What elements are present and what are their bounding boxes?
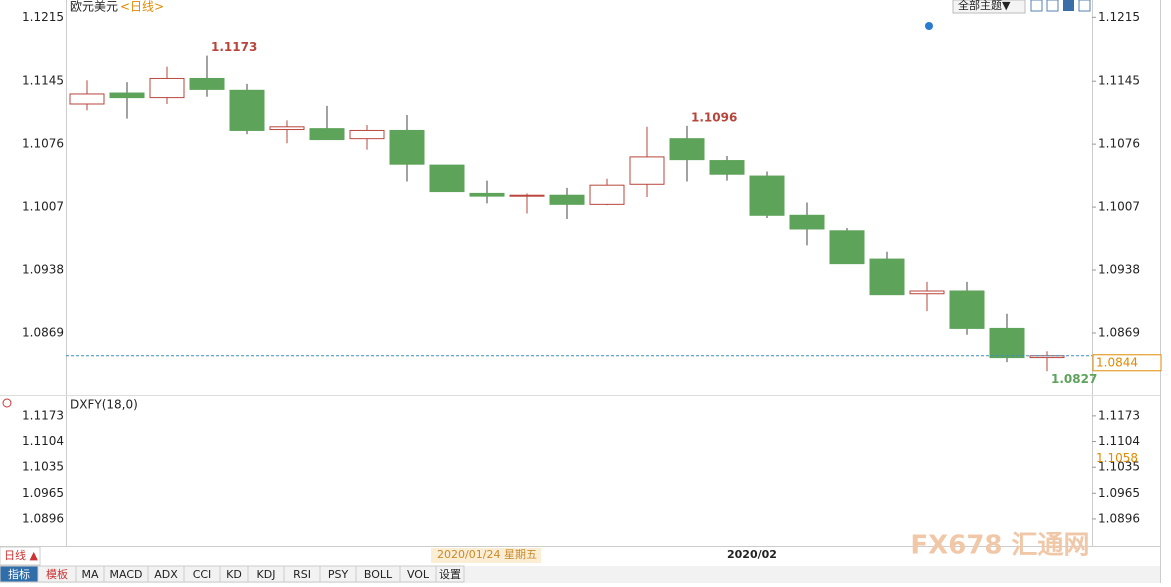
tab[interactable]: ADX: [154, 568, 178, 581]
y-tick-label-right: 1.1007: [1098, 200, 1140, 214]
indicator-tick-label-right: 1.1173: [1098, 408, 1140, 422]
candle-body: [789, 214, 825, 230]
tab[interactable]: KD: [226, 568, 242, 581]
tool-icon[interactable]: [1063, 0, 1074, 11]
indicator-tick-label: 1.1104: [22, 434, 64, 448]
high-label: 1.1096: [691, 110, 737, 124]
candle-body: [149, 77, 185, 99]
tab[interactable]: MA: [81, 568, 98, 581]
y-tick-label: 1.1145: [22, 74, 64, 88]
tab[interactable]: 模板: [46, 567, 68, 581]
indicator-tick-label: 1.0965: [22, 486, 64, 500]
watermark: FX678 汇通网: [910, 531, 1089, 561]
candle-body: [709, 160, 745, 175]
indicator-tick-label: 1.1035: [22, 460, 64, 474]
indicator-tick-label: 1.1173: [22, 408, 64, 422]
candle-body: [309, 128, 345, 141]
tool-icon[interactable]: [1030, 0, 1043, 12]
y-tick-label-right: 1.1076: [1098, 137, 1140, 151]
y-tick-label: 1.1007: [22, 200, 64, 214]
tab[interactable]: 日线 ▲: [4, 548, 38, 562]
last-price-box: [1092, 354, 1162, 372]
candle-body: [69, 93, 105, 105]
candle-body: [589, 184, 625, 205]
y-tick-label: 1.0869: [22, 325, 64, 339]
candle-body: [989, 327, 1025, 359]
y-tick-label-right: 1.1145: [1098, 74, 1140, 88]
candle-body: [949, 290, 985, 329]
date-highlight: [431, 548, 541, 563]
settings-icon[interactable]: [2, 398, 12, 408]
marker-dot: [925, 22, 933, 30]
candle-body: [469, 192, 505, 197]
tab[interactable]: VOL: [407, 568, 430, 581]
candle-body: [869, 258, 905, 296]
tab[interactable]: KDJ: [257, 568, 276, 581]
candle-body: [549, 194, 585, 205]
last-price-label: 1.0844: [1096, 355, 1138, 369]
candle-body: [429, 164, 465, 193]
tab[interactable]: MACD: [110, 568, 143, 581]
x-tick-label: 2020/01/24 星期五: [437, 548, 537, 561]
candle-body: [109, 92, 145, 99]
theme-button[interactable]: 全部主题▼: [958, 0, 1011, 12]
y-tick-label-right: 1.1215: [1098, 10, 1140, 24]
candle-body: [349, 129, 385, 140]
tab[interactable]: CCI: [193, 568, 212, 581]
candle-body: [389, 129, 425, 165]
period-label[interactable]: <日线>: [120, 0, 164, 14]
y-tick-label: 1.1215: [22, 10, 64, 24]
candle-body: [829, 230, 865, 265]
tab[interactable]: BOLL: [364, 568, 393, 581]
candle-body: [509, 194, 545, 197]
tool-icon[interactable]: [1046, 0, 1059, 12]
candle-body: [229, 89, 265, 131]
indicator-tick-label: 1.0896: [22, 511, 64, 525]
tab[interactable]: PSY: [328, 568, 349, 581]
low-label: 1.0827: [1051, 372, 1097, 386]
tab[interactable]: 设置: [439, 568, 461, 581]
indicator-tick-label-right: 1.1035: [1098, 460, 1140, 474]
indicator-tick-label-right: 1.0965: [1098, 486, 1140, 500]
candle-body: [629, 156, 665, 185]
tab[interactable]: RSI: [293, 568, 311, 581]
period-tab-bg: [0, 546, 41, 566]
y-tick-label: 1.1076: [22, 137, 64, 151]
y-tick-label: 1.0938: [22, 263, 64, 277]
x-tick-label: 2020/02: [727, 548, 777, 561]
candle-body: [669, 138, 705, 161]
candle-body: [189, 77, 225, 90]
tool-icon[interactable]: [1078, 0, 1091, 12]
y-tick-label-right: 1.0869: [1098, 325, 1140, 339]
theme-button-bg[interactable]: [952, 0, 1026, 14]
indicator-tick-label-right: 1.0896: [1098, 511, 1140, 525]
indicator-value: 1.1058: [1096, 451, 1138, 465]
tab-bg[interactable]: [435, 565, 465, 583]
high-label: 1.1173: [211, 40, 257, 54]
candle-body: [909, 290, 945, 295]
candle-body: [269, 126, 305, 131]
candle-body: [749, 175, 785, 216]
indicator-name: DXFY(18,0): [70, 398, 138, 412]
chart-title: 欧元美元: [70, 0, 118, 14]
indicator-tick-label-right: 1.1104: [1098, 434, 1140, 448]
tab[interactable]: 指标: [8, 567, 30, 581]
y-tick-label-right: 1.0938: [1098, 263, 1140, 277]
